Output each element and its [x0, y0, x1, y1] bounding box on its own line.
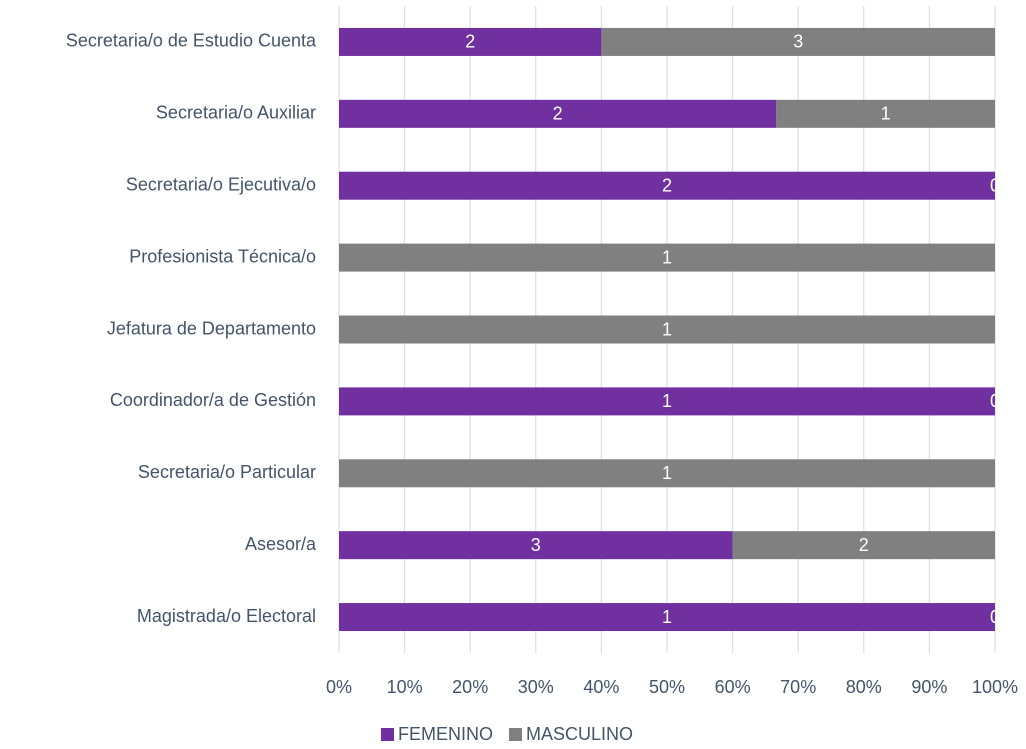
data-label: 2 — [465, 32, 475, 52]
data-label: 2 — [553, 104, 563, 124]
y-tick-label: Asesor/a — [245, 534, 317, 554]
y-tick-label: Secretaria/o Ejecutiva/o — [126, 174, 316, 194]
x-tick-label: 20% — [452, 677, 488, 697]
y-tick-label: Magistrada/o Electoral — [137, 606, 316, 626]
legend-swatch — [381, 728, 394, 741]
bar-segment — [732, 531, 995, 560]
data-label: 3 — [531, 535, 541, 555]
bar-segment — [339, 603, 995, 632]
x-tick-label: 40% — [583, 677, 619, 697]
y-tick-label: Jefatura de Departamento — [107, 318, 316, 338]
data-label: 0 — [990, 607, 1000, 627]
bar-segment — [339, 171, 995, 200]
y-tick-label: Secretaria/o Particular — [138, 462, 316, 482]
x-tick-label: 60% — [715, 677, 751, 697]
data-label: 1 — [662, 391, 672, 411]
x-tick-label: 0% — [326, 677, 352, 697]
data-label: 1 — [662, 319, 672, 339]
x-tick-label: 50% — [649, 677, 685, 697]
legend-swatch — [509, 728, 523, 741]
y-tick-label: Secretaria/o de Estudio Cuenta — [66, 31, 317, 51]
data-label: 0 — [990, 391, 1000, 411]
x-tick-label: 80% — [846, 677, 882, 697]
data-label: 1 — [662, 247, 672, 267]
data-label: 0 — [990, 175, 1000, 195]
x-tick-label: 100% — [972, 677, 1018, 697]
x-tick-label: 30% — [518, 677, 554, 697]
bar-segment — [339, 99, 777, 128]
data-label: 2 — [859, 535, 869, 555]
y-tick-label: Profesionista Técnica/o — [129, 246, 316, 266]
bar-segment — [339, 459, 995, 488]
legend-label: FEMENINO — [398, 724, 493, 744]
bar-segment — [776, 99, 995, 128]
x-tick-label: 10% — [387, 677, 423, 697]
bar-segment — [339, 27, 602, 56]
bar-segment — [601, 27, 995, 56]
data-label: 1 — [881, 104, 891, 124]
x-tick-label: 70% — [780, 677, 816, 697]
data-label: 1 — [662, 463, 672, 483]
bar-segment — [339, 387, 995, 416]
data-label: 1 — [662, 607, 672, 627]
y-tick-label: Secretaria/o Auxiliar — [156, 103, 316, 123]
bar-segment — [339, 315, 995, 344]
y-tick-label: Coordinador/a de Gestión — [110, 390, 316, 410]
legend-label: MASCULINO — [526, 724, 633, 744]
data-label: 2 — [662, 175, 672, 195]
x-tick-label: 90% — [911, 677, 947, 697]
bar-segment — [339, 531, 733, 560]
bar-segment — [339, 243, 995, 272]
data-label: 3 — [793, 32, 803, 52]
